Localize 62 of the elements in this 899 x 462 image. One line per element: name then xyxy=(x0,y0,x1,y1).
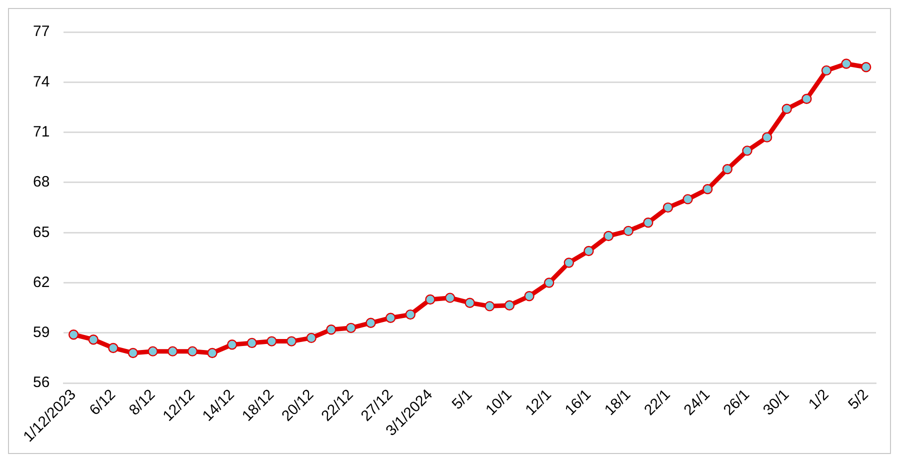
point xyxy=(702,184,713,194)
x-tick-label: 1/2 xyxy=(805,386,832,413)
x-tick-label: 24/1 xyxy=(680,386,714,419)
point xyxy=(742,146,752,156)
point xyxy=(484,301,495,312)
point xyxy=(623,226,634,236)
point xyxy=(603,230,614,242)
y-tick-label: 65 xyxy=(32,224,50,241)
point xyxy=(544,278,554,288)
y-tick-label: 77 xyxy=(32,23,50,40)
point xyxy=(246,338,258,348)
x-tick-label: 30/1 xyxy=(760,386,793,419)
point xyxy=(326,324,336,335)
point xyxy=(425,294,436,305)
point xyxy=(168,346,178,356)
y-tick-label: 68 xyxy=(32,174,50,191)
point xyxy=(821,65,832,76)
point xyxy=(128,348,138,358)
point xyxy=(88,334,99,345)
x-tick-label: 8/12 xyxy=(126,386,159,419)
point xyxy=(841,58,852,69)
point xyxy=(662,202,674,213)
point xyxy=(207,348,218,358)
x-tick-label: 18/1 xyxy=(601,386,634,419)
point xyxy=(682,194,693,204)
point xyxy=(444,292,456,303)
point xyxy=(722,164,733,174)
point xyxy=(504,300,515,310)
point xyxy=(782,104,792,114)
point xyxy=(68,330,79,340)
x-tick-label: 5/2 xyxy=(845,386,872,413)
y-tick-label: 62 xyxy=(32,274,50,291)
x-tick-label: 6/12 xyxy=(86,386,119,419)
point xyxy=(187,346,198,356)
y-tick-label: 56 xyxy=(32,374,50,392)
x-tick-label: 26/1 xyxy=(720,386,753,419)
point xyxy=(366,318,376,328)
x-tick-label: 12/1 xyxy=(522,386,555,419)
y-tick-label: 71 xyxy=(32,123,50,140)
x-tick-label: 10/1 xyxy=(482,386,516,419)
point xyxy=(148,346,158,356)
point xyxy=(346,322,356,334)
point xyxy=(108,342,118,354)
point xyxy=(584,246,594,256)
point xyxy=(464,298,475,308)
y-tick-label: 59 xyxy=(32,324,50,342)
point xyxy=(860,62,872,72)
point xyxy=(762,132,772,142)
point xyxy=(802,94,812,104)
point xyxy=(564,258,574,268)
point xyxy=(385,312,396,323)
point xyxy=(405,309,416,320)
point xyxy=(226,340,238,350)
point xyxy=(306,332,316,344)
point xyxy=(286,336,297,346)
point xyxy=(524,291,534,302)
x-tick-label: 16/1 xyxy=(562,386,594,419)
x-tick-label: 5/1 xyxy=(448,386,476,413)
point xyxy=(643,217,654,228)
x-tick-label: 22/1 xyxy=(641,386,674,419)
y-tick-label: 74 xyxy=(32,73,50,90)
point xyxy=(266,336,277,346)
